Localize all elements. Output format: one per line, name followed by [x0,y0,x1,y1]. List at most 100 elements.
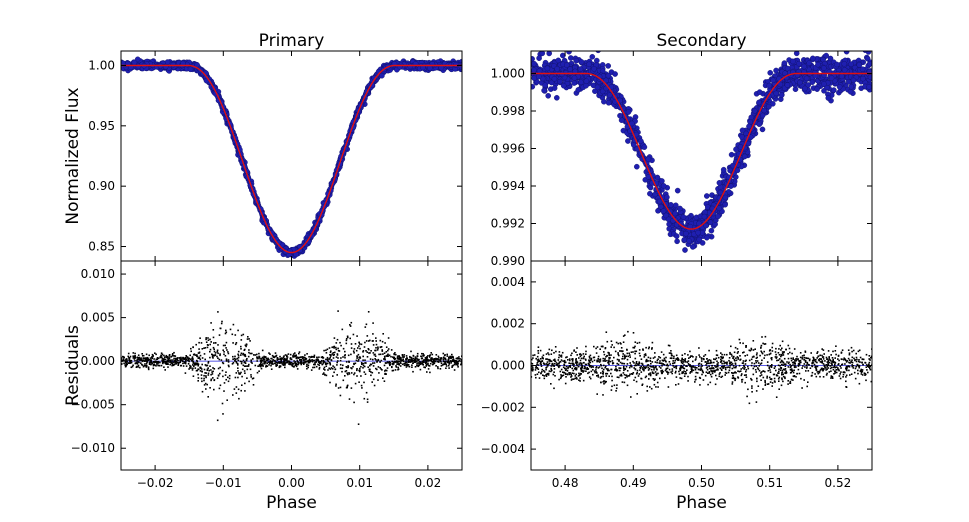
residual-point [286,360,288,362]
residual-point [276,364,278,366]
residual-point [214,352,217,354]
residual-point [312,356,314,358]
residual-point [431,357,433,359]
residual-point [815,375,818,378]
data-point [803,75,810,82]
residual-point [259,365,262,368]
residual-point [416,358,418,361]
residual-point [366,401,369,403]
residual-point [340,344,342,347]
residual-point [401,354,404,357]
residual-point [806,361,809,364]
residual-point [372,358,374,361]
residual-point [426,359,428,362]
residual-point [315,365,318,368]
residual-point [352,365,354,368]
data-point [536,55,542,62]
residual-point [232,323,235,326]
residual-point [322,359,325,362]
data-point [841,67,848,73]
residual-point [293,360,295,362]
residual-point [403,362,406,365]
residual-point [283,364,285,366]
residual-point [546,361,549,363]
residual-point [335,383,337,386]
residual-point [339,341,341,344]
residual-point [323,361,326,363]
residual-point [547,358,550,361]
residual-point [375,367,377,370]
residual-point [268,364,270,366]
residual-point [276,359,278,361]
residual-point [369,352,371,354]
residual-point [303,363,305,365]
data-point [843,51,850,55]
residual-point [448,358,450,360]
residual-point [326,362,329,365]
residual-point [218,334,221,336]
residual-point [208,369,210,372]
residual-point [187,363,190,365]
residual-point [399,365,402,367]
residual-point [359,347,361,350]
residual-point [408,361,410,363]
residual-point [243,361,246,364]
residual-point [234,355,236,358]
residual-point [296,360,299,363]
data-point [703,222,709,229]
residual-point [141,353,143,355]
residual-point [417,365,420,368]
residual-point [152,367,155,370]
residual-point [683,375,686,377]
residual-point [139,366,141,369]
residual-point [390,349,393,351]
residual-point [424,359,426,361]
residual-point [182,365,185,367]
residual-point [212,346,215,349]
residual-point [234,376,237,379]
residual-point [385,346,388,348]
residual-point [137,359,139,361]
residual-point [191,357,194,360]
residual-point [261,364,264,367]
residual-point [369,339,371,342]
data-point [814,86,820,92]
residual-point [180,357,182,360]
data-point [839,73,845,80]
residual-point [162,362,164,365]
residual-point [373,362,376,364]
data-point [834,61,840,68]
residual-point [421,362,423,364]
residual-point [274,355,277,358]
residual-point [356,355,359,358]
residual-point [242,364,245,367]
residual-point [833,373,835,375]
residual-point [542,362,545,364]
residual-point [448,361,451,364]
residual-point [150,359,152,362]
residual-point [305,365,308,367]
residual-point [351,367,353,370]
residual-point [368,340,370,342]
residual-point [227,361,230,363]
data-point [831,87,837,93]
residual-point [393,361,395,363]
residual-point [293,356,295,358]
residual-point [259,363,262,365]
residual-point [322,362,325,364]
residual-point [206,383,208,386]
residual-point [256,371,259,374]
residual-point [384,342,386,344]
data-point [836,84,843,90]
residual-point [318,364,320,366]
data-point [673,202,679,209]
residual-point [223,390,225,392]
residual-point [171,354,174,357]
data-point [704,234,710,241]
residual-point [287,361,289,364]
residual-point [197,364,199,367]
residual-point [187,357,189,359]
residual-point [835,345,837,347]
residual-point [417,359,420,362]
residual-point [258,356,261,358]
